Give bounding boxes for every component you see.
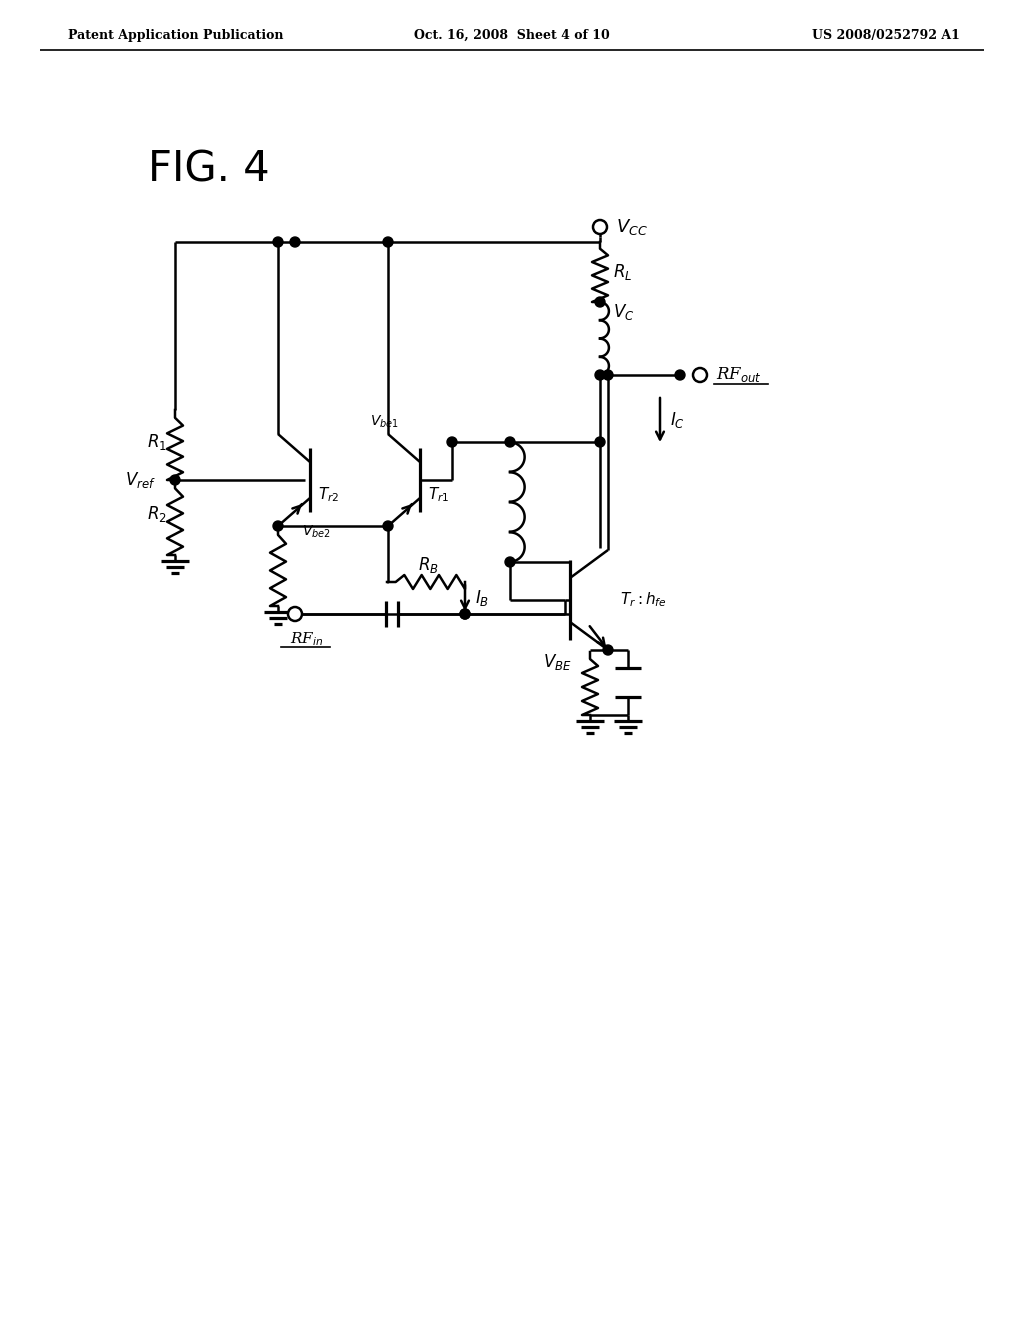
Text: $R_L$: $R_L$	[613, 261, 633, 282]
Circle shape	[603, 370, 613, 380]
Text: $I_C$: $I_C$	[670, 411, 685, 430]
Text: RF$_{in}$: RF$_{in}$	[290, 630, 324, 648]
Circle shape	[290, 238, 300, 247]
Circle shape	[595, 437, 605, 447]
Circle shape	[593, 220, 607, 234]
Circle shape	[595, 297, 605, 308]
Circle shape	[603, 645, 613, 655]
Text: $T_{r2}$: $T_{r2}$	[318, 486, 339, 504]
Circle shape	[170, 475, 180, 484]
Text: US 2008/0252792 A1: US 2008/0252792 A1	[812, 29, 961, 41]
Text: $R_1$: $R_1$	[147, 432, 167, 451]
Text: $R_2$: $R_2$	[147, 504, 167, 524]
Circle shape	[595, 370, 605, 380]
Text: $T_r : h_{fe}$: $T_r : h_{fe}$	[620, 590, 667, 610]
Circle shape	[693, 368, 707, 381]
Circle shape	[505, 557, 515, 568]
Circle shape	[383, 238, 393, 247]
Text: $V_{be1}$: $V_{be1}$	[370, 413, 399, 430]
Text: $T_{r1}$: $T_{r1}$	[428, 486, 450, 504]
Text: $V_{CC}$: $V_{CC}$	[616, 216, 648, 238]
Circle shape	[460, 609, 470, 619]
Text: FIG. 4: FIG. 4	[148, 149, 269, 191]
Circle shape	[273, 521, 283, 531]
Text: Oct. 16, 2008  Sheet 4 of 10: Oct. 16, 2008 Sheet 4 of 10	[414, 29, 610, 41]
Circle shape	[383, 521, 393, 531]
Circle shape	[288, 607, 302, 620]
Text: $I_B$: $I_B$	[475, 587, 489, 609]
Text: $R_B$: $R_B$	[418, 554, 439, 576]
Circle shape	[505, 437, 515, 447]
Circle shape	[460, 609, 470, 619]
Circle shape	[675, 370, 685, 380]
Text: $V_{ref}$: $V_{ref}$	[125, 470, 156, 490]
Circle shape	[273, 238, 283, 247]
Circle shape	[447, 437, 457, 447]
Text: $V_C$: $V_C$	[613, 302, 635, 322]
Text: RF$_{out}$: RF$_{out}$	[716, 366, 762, 384]
Text: $V_{BE}$: $V_{BE}$	[543, 652, 571, 672]
Text: $V_{be2}$: $V_{be2}$	[302, 524, 331, 540]
Text: Patent Application Publication: Patent Application Publication	[68, 29, 284, 41]
